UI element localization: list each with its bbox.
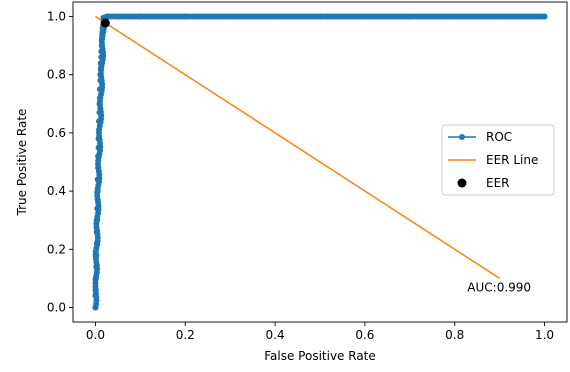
legend-entry: EER Line [448,153,538,167]
series-eer-line [95,15,501,279]
data-point [539,13,546,20]
y-axis-label: True Positive Rate [15,109,29,217]
eer-point [100,18,110,28]
legend-label: EER [486,176,510,190]
legend-box [441,124,555,196]
legend-label: EER Line [486,153,538,167]
plot-area [92,13,548,311]
legend-marker [459,134,465,140]
y-tick-label: 0.4 [47,184,66,198]
plot-frame [72,1,568,323]
series-eer [100,18,110,28]
y-tick-label: 0.6 [47,126,66,140]
legend-entry: ROC [448,130,512,144]
series-line [95,15,501,279]
y-tick-label: 0.0 [47,300,66,314]
y-tick-label: 0.2 [47,242,66,256]
axes: 0.0 0.2 0.4 0.6 0.8 1.0 0.0 0.2 0.4 0.6 0.8 1.0 Fals… [15,1,568,363]
legend-marker [457,178,467,188]
x-tick-label: 0.6 [355,328,374,342]
x-tick-label: 1.0 [535,328,554,342]
x-axis-label: False Positive Rate [264,349,376,363]
series-roc [92,13,548,311]
legend-entry: EER [457,176,510,190]
y-tick-label: 0.8 [47,68,66,82]
x-tick-label: 0.4 [266,328,285,342]
auc-annotation: AUC:0.990 [467,280,531,294]
legend-label: ROC [486,130,512,144]
x-tick-label: 0.0 [86,328,105,342]
x-tick-label: 0.8 [445,328,464,342]
legend: ROC EER Line EER [441,124,555,196]
y-tick-label: 1.0 [47,10,66,24]
x-tick-label: 0.2 [176,328,195,342]
